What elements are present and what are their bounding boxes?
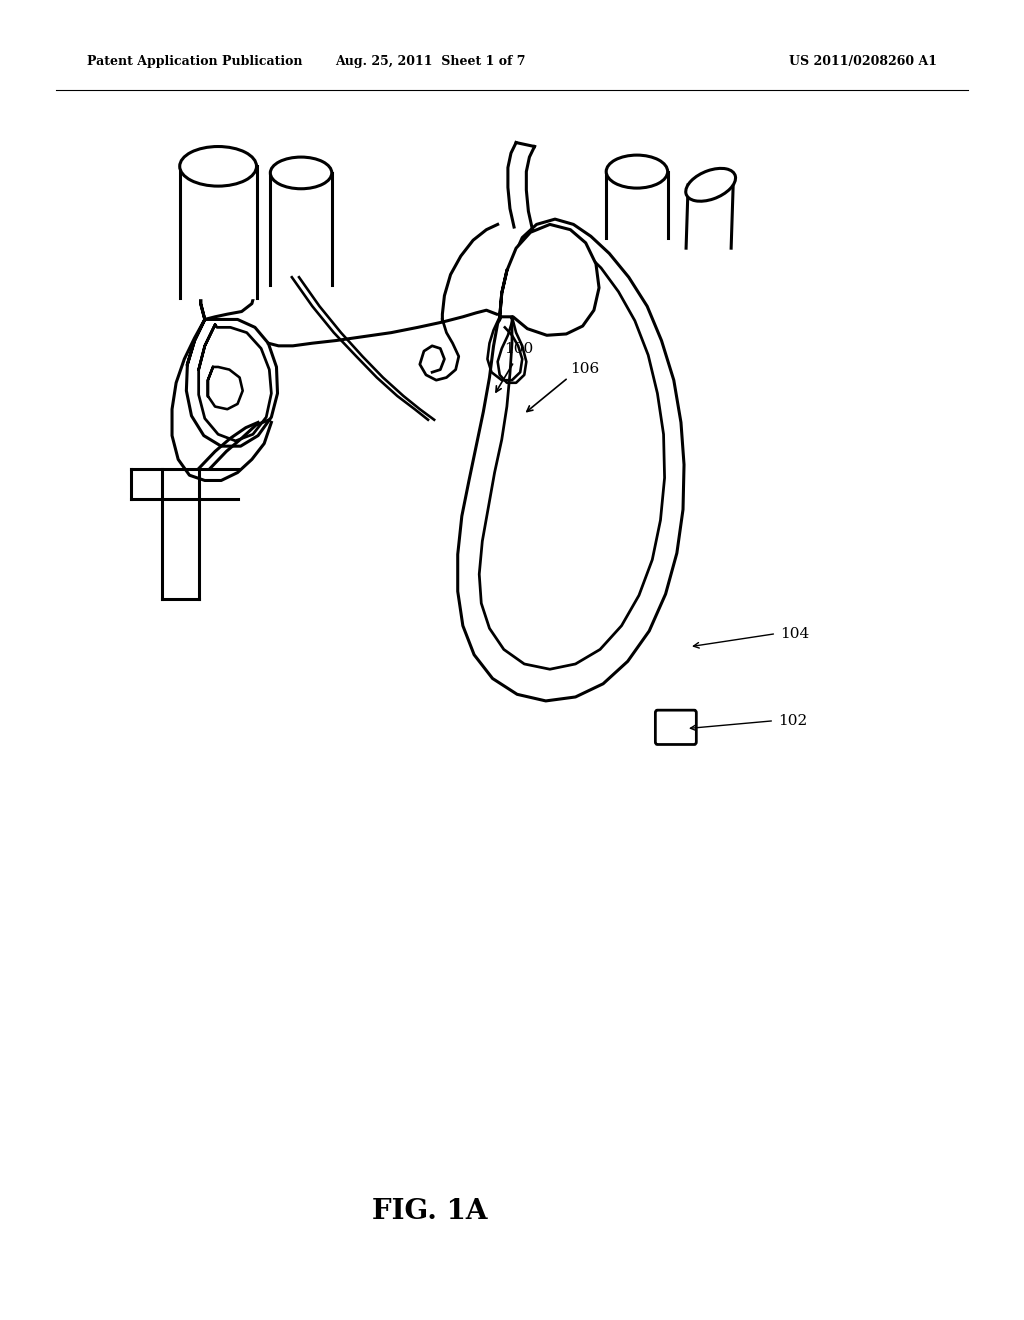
- Polygon shape: [208, 367, 243, 409]
- Polygon shape: [458, 219, 684, 701]
- Ellipse shape: [686, 169, 735, 201]
- Polygon shape: [270, 173, 332, 285]
- Ellipse shape: [180, 147, 256, 186]
- Polygon shape: [211, 201, 252, 253]
- Text: 104: 104: [780, 627, 810, 640]
- Polygon shape: [479, 234, 665, 669]
- Text: FIG. 1A: FIG. 1A: [373, 1199, 487, 1225]
- Text: 100: 100: [504, 342, 534, 356]
- Polygon shape: [201, 253, 256, 319]
- FancyBboxPatch shape: [655, 710, 696, 744]
- Text: Patent Application Publication: Patent Application Publication: [87, 55, 302, 69]
- Text: 102: 102: [778, 714, 808, 727]
- Polygon shape: [186, 319, 278, 446]
- Polygon shape: [199, 325, 271, 441]
- Ellipse shape: [270, 157, 332, 189]
- Polygon shape: [500, 224, 599, 335]
- Polygon shape: [180, 166, 256, 298]
- Polygon shape: [606, 172, 668, 238]
- Polygon shape: [172, 319, 271, 480]
- Text: US 2011/0208260 A1: US 2011/0208260 A1: [788, 55, 937, 69]
- Text: Aug. 25, 2011  Sheet 1 of 7: Aug. 25, 2011 Sheet 1 of 7: [335, 55, 525, 69]
- Ellipse shape: [606, 154, 668, 187]
- Text: 106: 106: [570, 362, 600, 376]
